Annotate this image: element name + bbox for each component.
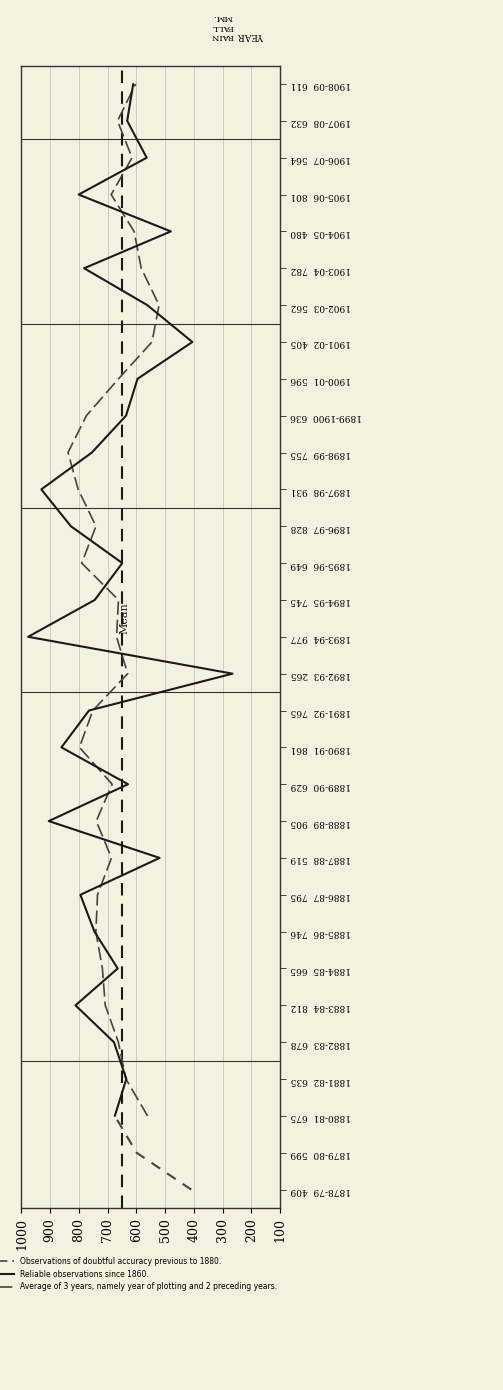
Text: RAIN
FALL
MM.: RAIN FALL MM. [211, 14, 234, 40]
Legend: Observations of doubtful accuracy previous to 1880., Reliable observations since: Observations of doubtful accuracy previo… [0, 1254, 280, 1294]
Text: YEAR: YEAR [238, 31, 264, 40]
Text: Mean: Mean [120, 602, 130, 634]
